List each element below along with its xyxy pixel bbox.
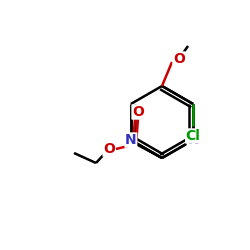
Text: N: N: [187, 133, 199, 147]
Text: O: O: [173, 52, 185, 66]
Text: Cl: Cl: [186, 129, 200, 143]
Text: N: N: [125, 133, 137, 147]
Text: O: O: [103, 142, 115, 156]
Text: O: O: [132, 105, 144, 119]
